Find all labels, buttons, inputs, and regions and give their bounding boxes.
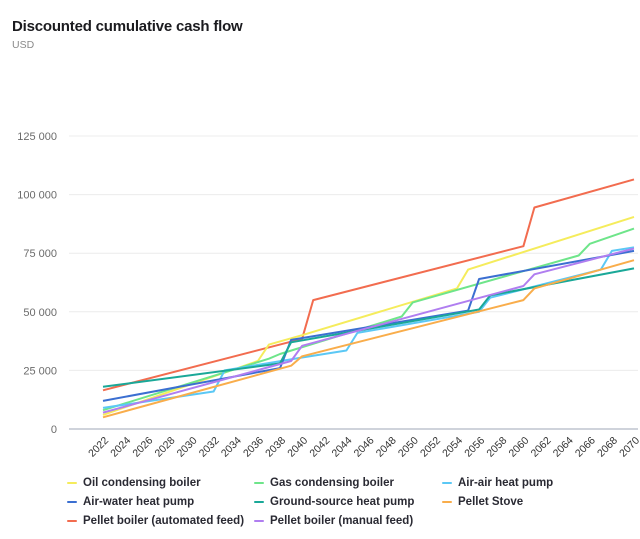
x-tick-label: 2036 <box>241 435 266 460</box>
x-tick-label: 2070 <box>617 435 640 460</box>
x-tick-label: 2026 <box>130 435 155 460</box>
y-tick-label: 25 000 <box>23 365 57 377</box>
x-tick-label: 2038 <box>263 435 288 460</box>
legend-swatch-icon <box>67 500 77 504</box>
x-tick-label: 2060 <box>506 435 531 460</box>
legend-item[interactable]: Air-air heat pump <box>442 477 553 489</box>
y-axis-ticks: 0 25 000 50 000 75 000 100 000 125 000 <box>17 131 57 436</box>
legend-item[interactable]: Pellet boiler (automated feed) <box>67 515 244 527</box>
x-tick-label: 2034 <box>219 435 244 460</box>
x-tick-label: 2022 <box>86 435 111 460</box>
x-tick-label: 2064 <box>551 435 576 460</box>
y-tick-label: 125 000 <box>17 131 57 143</box>
legend-swatch-icon <box>254 519 264 523</box>
y-tick-label: 100 000 <box>17 190 57 202</box>
legend-label: Air-water heat pump <box>83 496 195 508</box>
legend-label: Gas condensing boiler <box>270 477 394 489</box>
x-tick-label: 2048 <box>374 435 399 460</box>
legend-item[interactable]: Air-water heat pump <box>67 496 194 508</box>
series-line-air-air-heat-pump[interactable] <box>102 246 635 409</box>
x-tick-label: 2068 <box>595 435 620 460</box>
grid-lines <box>69 135 638 430</box>
legend-swatch-icon <box>254 481 264 485</box>
legend-label: Air-air heat pump <box>458 477 554 489</box>
x-tick-label: 2052 <box>418 435 443 460</box>
legend-item[interactable]: Pellet Stove <box>442 496 523 508</box>
x-tick-label: 2032 <box>197 435 222 460</box>
x-tick-label: 2062 <box>529 435 554 460</box>
x-tick-label: 2044 <box>329 435 354 460</box>
legend-item[interactable]: Ground-source heat pump <box>254 496 414 508</box>
x-tick-label: 2050 <box>396 435 421 460</box>
series-line-pellet-boiler-manual-feed[interactable] <box>102 247 635 414</box>
legend-swatch-icon <box>442 500 452 504</box>
series-line-pellet-stove[interactable] <box>102 259 635 419</box>
legend-swatch-icon <box>67 481 77 485</box>
legend-label: Ground-source heat pump <box>270 496 415 508</box>
x-tick-label: 2028 <box>152 435 177 460</box>
legend-swatch-icon <box>442 481 452 485</box>
y-tick-label: 50 000 <box>23 307 57 319</box>
x-tick-label: 2058 <box>484 435 509 460</box>
legend-label: Pellet boiler (manual feed) <box>270 515 414 527</box>
legend-item[interactable]: Pellet boiler (manual feed) <box>254 515 413 527</box>
series-line-gas-condensing-boiler[interactable] <box>102 227 635 412</box>
x-tick-label: 2054 <box>440 435 465 460</box>
chart-unit: USD <box>12 39 35 51</box>
x-tick-label: 2042 <box>307 435 332 460</box>
legend-label: Oil condensing boiler <box>83 477 201 489</box>
x-axis-ticks: 2022202420262028203020322034203620382040… <box>86 435 640 460</box>
x-tick-label: 2046 <box>352 435 377 460</box>
legend-label: Pellet Stove <box>458 496 524 508</box>
legend-item[interactable]: Gas condensing boiler <box>254 477 394 489</box>
x-tick-label: 2056 <box>462 435 487 460</box>
legend-swatch-icon <box>67 519 77 523</box>
legend-label: Pellet boiler (automated feed) <box>83 515 245 527</box>
legend-swatch-icon <box>254 500 264 504</box>
chart-title: Discounted cumulative cash flow <box>12 18 243 35</box>
x-tick-label: 2024 <box>108 435 133 460</box>
series-line-ground-source-heat-pump[interactable] <box>102 267 635 388</box>
y-tick-label: 75 000 <box>23 248 57 260</box>
x-tick-label: 2066 <box>573 435 598 460</box>
legend-item[interactable]: Oil condensing boiler <box>67 477 201 489</box>
y-tick-label: 0 <box>51 424 57 436</box>
x-tick-label: 2040 <box>285 435 310 460</box>
series-line-oil-condensing-boiler[interactable] <box>102 215 635 416</box>
series-line-pellet-boiler-automated-feed[interactable] <box>102 178 635 392</box>
x-tick-label: 2030 <box>175 435 200 460</box>
series-lines <box>102 178 635 419</box>
